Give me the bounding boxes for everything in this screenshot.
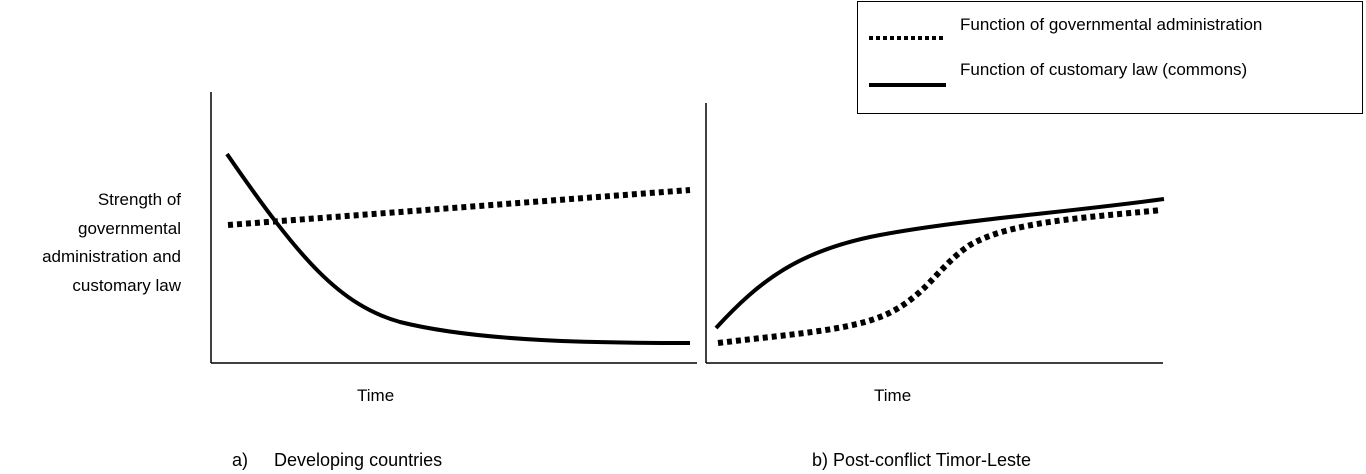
panel-b-axes bbox=[705, 103, 1163, 364]
y-axis-label-line: customary law bbox=[72, 275, 181, 295]
y-axis-label-line: Strength of bbox=[97, 190, 181, 209]
panel-a-caption-title: Developing countries bbox=[274, 450, 443, 470]
panel-b-customary-law-curve bbox=[714, 197, 1165, 330]
panel-a-axes bbox=[210, 92, 697, 364]
panel-a-caption: a) Developing countries bbox=[232, 450, 442, 471]
y-axis-label-line: governmental bbox=[77, 218, 181, 238]
y-axis-label: Strength of governmental administration … bbox=[0, 186, 181, 300]
panel-a-x-axis-label: Time bbox=[357, 386, 395, 405]
legend-label-governmental-administration: Function of governmental administration bbox=[960, 15, 1263, 34]
panel-b-x-axis-label: Time bbox=[874, 386, 912, 405]
panel-b-caption: b) Post-conflict Timor-Leste bbox=[812, 450, 1031, 471]
panel-a-caption-marker: a) bbox=[232, 450, 249, 470]
y-axis-label-line: administration and bbox=[42, 247, 181, 266]
panel-a-customary-law-curve bbox=[225, 152, 691, 345]
panel-b-caption-title: b) Post-conflict Timor-Leste bbox=[812, 450, 1032, 470]
legend: Function of governmental administration … bbox=[857, 1, 1363, 114]
legend-label-customary-law: Function of customary law (commons) bbox=[960, 60, 1248, 79]
panel-a-governmental-administration-curve bbox=[227, 187, 691, 228]
panel-b-governmental-administration-curve bbox=[717, 207, 1163, 346]
